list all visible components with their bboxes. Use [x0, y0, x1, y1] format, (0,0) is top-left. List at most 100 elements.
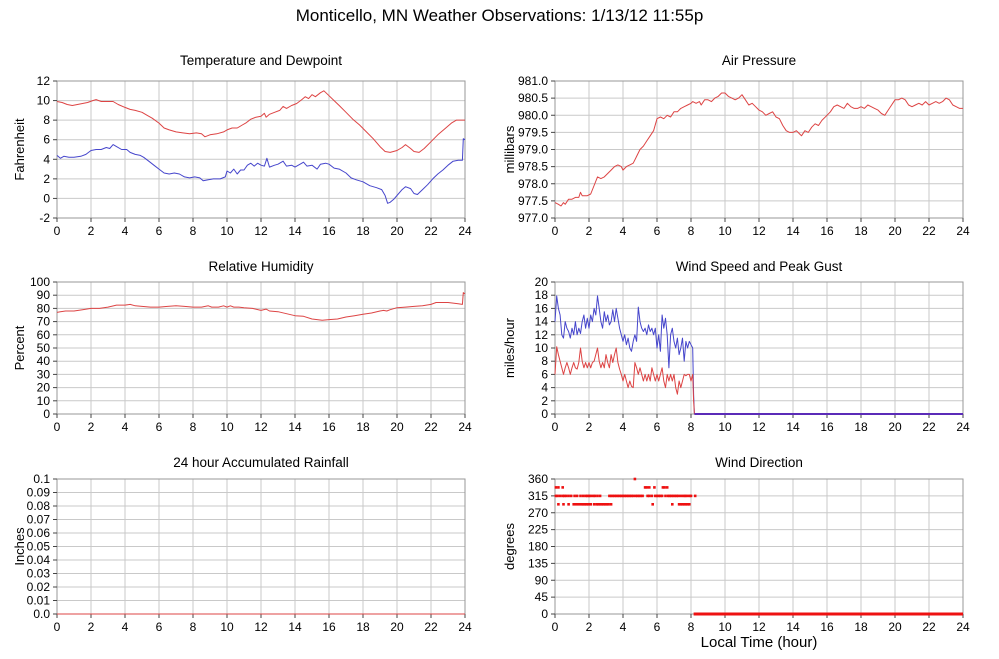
svg-text:0: 0 [43, 407, 50, 421]
svg-text:100: 100 [30, 275, 50, 289]
page-title: Monticello, MN Weather Observations: 1/1… [295, 6, 704, 25]
svg-text:0.01: 0.01 [27, 594, 51, 608]
svg-text:8: 8 [688, 620, 695, 634]
svg-text:22: 22 [424, 620, 438, 634]
svg-text:20: 20 [888, 420, 902, 434]
svg-text:14: 14 [535, 315, 549, 329]
svg-text:135: 135 [528, 556, 548, 570]
svg-text:12: 12 [254, 224, 268, 238]
svg-text:2: 2 [586, 420, 593, 434]
svg-text:4: 4 [620, 620, 627, 634]
svg-text:16: 16 [820, 420, 834, 434]
svg-text:270: 270 [528, 506, 548, 520]
x-axis-label: Local Time (hour) [700, 634, 818, 651]
chart-title: 24 hour Accumulated Rainfall [173, 455, 349, 470]
svg-text:50: 50 [37, 341, 51, 355]
svg-text:20: 20 [390, 224, 404, 238]
svg-text:24: 24 [956, 620, 970, 634]
svg-text:0.05: 0.05 [27, 540, 51, 554]
svg-text:60: 60 [37, 328, 51, 342]
svg-text:14: 14 [786, 620, 800, 634]
svg-text:Percent: Percent [12, 325, 27, 370]
svg-text:979.5: 979.5 [518, 125, 548, 139]
svg-text:miles/hour: miles/hour [502, 317, 517, 378]
svg-text:90: 90 [37, 288, 51, 302]
svg-text:978.0: 978.0 [518, 177, 548, 191]
svg-text:Inches: Inches [12, 527, 27, 566]
chart-title: Relative Humidity [208, 259, 314, 274]
svg-text:2: 2 [586, 620, 593, 634]
svg-text:0: 0 [552, 224, 559, 238]
svg-text:10: 10 [718, 420, 732, 434]
svg-text:0: 0 [541, 407, 548, 421]
svg-text:24: 24 [458, 420, 472, 434]
svg-text:14: 14 [288, 420, 302, 434]
svg-text:0: 0 [54, 224, 61, 238]
svg-text:2: 2 [88, 420, 95, 434]
svg-text:10: 10 [535, 341, 549, 355]
chart-wind-speed-gust: Wind Speed and Peak Gust 0 2 4 6 8 10 12 14 16 18… [500, 250, 999, 455]
svg-text:0: 0 [541, 607, 548, 621]
svg-text:16: 16 [322, 620, 336, 634]
svg-text:2: 2 [88, 224, 95, 238]
svg-text:80: 80 [37, 301, 51, 315]
svg-text:0: 0 [43, 191, 50, 205]
svg-text:18: 18 [356, 620, 370, 634]
svg-text:2: 2 [88, 620, 95, 634]
svg-text:0: 0 [552, 620, 559, 634]
svg-text:22: 22 [922, 420, 936, 434]
svg-text:10: 10 [220, 620, 234, 634]
svg-text:981.0: 981.0 [518, 74, 548, 88]
svg-text:977.0: 977.0 [518, 211, 548, 225]
svg-text:14: 14 [288, 620, 302, 634]
svg-text:24: 24 [956, 224, 970, 238]
svg-text:degrees: degrees [502, 523, 517, 570]
svg-text:0.09: 0.09 [27, 486, 51, 500]
svg-text:16: 16 [820, 224, 834, 238]
svg-text:10: 10 [718, 224, 732, 238]
svg-text:40: 40 [37, 354, 51, 368]
svg-text:6: 6 [156, 224, 163, 238]
svg-text:0.06: 0.06 [27, 526, 51, 540]
chart-title: Temperature and Dewpoint [179, 53, 343, 68]
svg-text:360: 360 [528, 472, 548, 486]
chart-canvas: 0.00.010.020.030.040.050.060.070.080.090… [12, 472, 472, 634]
svg-text:18: 18 [854, 420, 868, 434]
svg-text:16: 16 [322, 224, 336, 238]
svg-text:8: 8 [688, 224, 695, 238]
svg-text:6: 6 [156, 420, 163, 434]
svg-text:16: 16 [820, 620, 834, 634]
svg-text:millibars: millibars [502, 125, 517, 173]
svg-text:8: 8 [190, 420, 197, 434]
svg-text:4: 4 [620, 420, 627, 434]
svg-text:20: 20 [37, 381, 51, 395]
svg-text:6: 6 [156, 620, 163, 634]
svg-text:22: 22 [424, 420, 438, 434]
svg-text:18: 18 [356, 420, 370, 434]
svg-text:14: 14 [786, 224, 800, 238]
svg-text:977.5: 977.5 [518, 194, 548, 208]
chart-wind-direction: Wind Direction 0 45 90 135 180 225 270 315 360 0 2… [500, 455, 999, 659]
svg-text:4: 4 [122, 620, 129, 634]
svg-text:2: 2 [586, 224, 593, 238]
svg-text:0.0: 0.0 [33, 607, 50, 621]
svg-text:0.02: 0.02 [27, 580, 51, 594]
svg-text:979.0: 979.0 [518, 143, 548, 157]
svg-text:6: 6 [654, 620, 661, 634]
svg-text:12: 12 [37, 74, 51, 88]
svg-text:8: 8 [688, 420, 695, 434]
svg-text:20: 20 [888, 620, 902, 634]
svg-text:12: 12 [254, 620, 268, 634]
svg-text:6: 6 [654, 224, 661, 238]
svg-text:2: 2 [43, 172, 50, 186]
svg-text:20: 20 [888, 224, 902, 238]
svg-text:24: 24 [956, 420, 970, 434]
svg-text:18: 18 [854, 224, 868, 238]
svg-text:4: 4 [122, 224, 129, 238]
svg-text:180: 180 [528, 540, 548, 554]
svg-text:24: 24 [458, 620, 472, 634]
